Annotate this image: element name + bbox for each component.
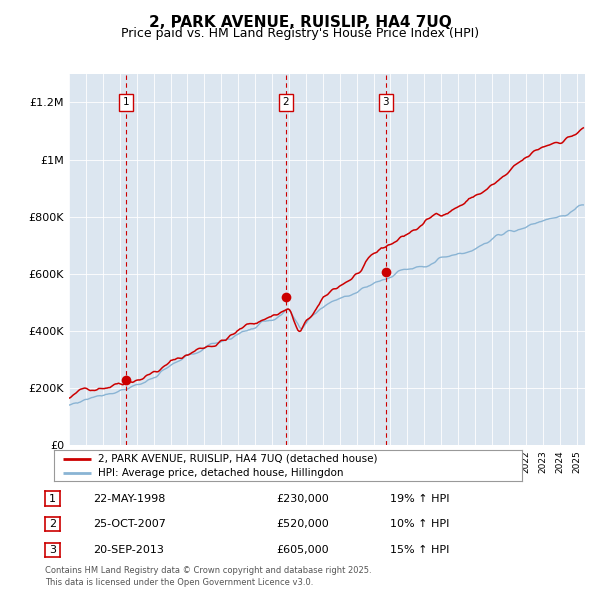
Text: 22-MAY-1998: 22-MAY-1998: [93, 494, 166, 503]
Text: 15% ↑ HPI: 15% ↑ HPI: [390, 545, 449, 555]
Text: £230,000: £230,000: [276, 494, 329, 503]
Text: £520,000: £520,000: [276, 519, 329, 529]
Text: 2, PARK AVENUE, RUISLIP, HA4 7UQ (detached house): 2, PARK AVENUE, RUISLIP, HA4 7UQ (detach…: [98, 454, 378, 464]
Text: 2: 2: [49, 519, 56, 529]
Text: 2: 2: [282, 97, 289, 107]
Text: Contains HM Land Registry data © Crown copyright and database right 2025.
This d: Contains HM Land Registry data © Crown c…: [45, 566, 371, 587]
Text: HPI: Average price, detached house, Hillingdon: HPI: Average price, detached house, Hill…: [98, 468, 344, 478]
Text: 1: 1: [123, 97, 130, 107]
Text: 10% ↑ HPI: 10% ↑ HPI: [390, 519, 449, 529]
Text: 2, PARK AVENUE, RUISLIP, HA4 7UQ: 2, PARK AVENUE, RUISLIP, HA4 7UQ: [149, 15, 451, 30]
Text: £605,000: £605,000: [276, 545, 329, 555]
Text: 25-OCT-2007: 25-OCT-2007: [93, 519, 166, 529]
Text: 3: 3: [49, 545, 56, 555]
Text: Price paid vs. HM Land Registry's House Price Index (HPI): Price paid vs. HM Land Registry's House …: [121, 27, 479, 40]
Text: 1: 1: [49, 494, 56, 503]
Text: 19% ↑ HPI: 19% ↑ HPI: [390, 494, 449, 503]
Text: 3: 3: [382, 97, 389, 107]
Text: 20-SEP-2013: 20-SEP-2013: [93, 545, 164, 555]
